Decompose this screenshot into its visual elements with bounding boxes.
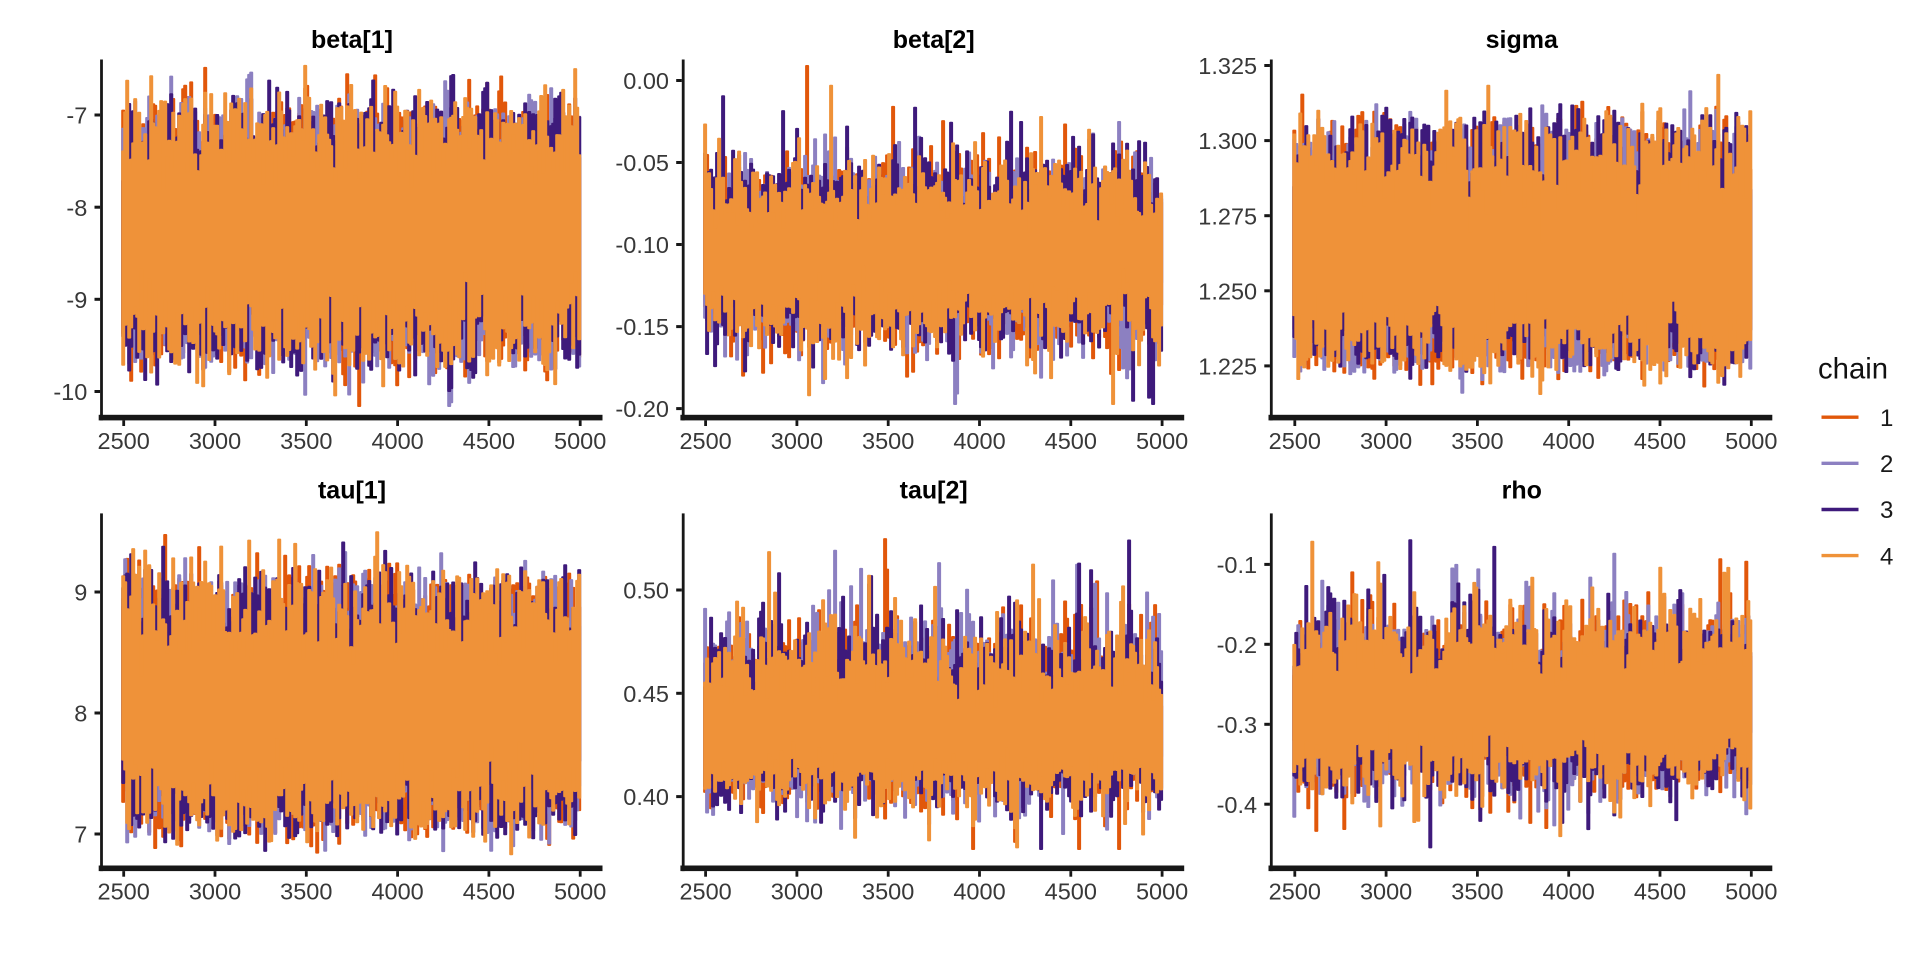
svg-text:-0.15: -0.15 [615, 314, 669, 340]
svg-text:0.45: 0.45 [623, 681, 669, 707]
svg-text:4000: 4000 [953, 428, 1005, 454]
svg-text:0.40: 0.40 [623, 784, 669, 810]
svg-text:2500: 2500 [679, 878, 731, 904]
svg-text:5000: 5000 [1136, 878, 1188, 904]
svg-text:4000: 4000 [1543, 428, 1595, 454]
svg-text:-7: -7 [66, 103, 87, 129]
svg-text:4000: 4000 [953, 878, 1005, 904]
svg-text:-0.10: -0.10 [615, 232, 669, 258]
svg-text:2500: 2500 [679, 428, 731, 454]
svg-text:4500: 4500 [463, 428, 515, 454]
svg-text:tau[1]: tau[1] [318, 476, 386, 504]
svg-text:-8: -8 [66, 195, 87, 221]
svg-text:-10: -10 [53, 379, 87, 405]
svg-text:4500: 4500 [1634, 878, 1686, 904]
svg-text:-0.20: -0.20 [615, 396, 669, 422]
svg-text:1.250: 1.250 [1198, 278, 1257, 304]
svg-text:4500: 4500 [1634, 428, 1686, 454]
svg-text:3500: 3500 [280, 878, 332, 904]
svg-text:3000: 3000 [771, 878, 823, 904]
svg-text:3000: 3000 [1360, 428, 1412, 454]
svg-text:4000: 4000 [371, 428, 423, 454]
svg-text:7: 7 [74, 822, 87, 848]
svg-text:-0.05: -0.05 [615, 150, 669, 176]
svg-text:1: 1 [1880, 405, 1893, 432]
svg-text:4500: 4500 [1045, 878, 1097, 904]
svg-text:5000: 5000 [554, 428, 606, 454]
svg-text:-9: -9 [66, 287, 87, 313]
svg-text:9: 9 [74, 580, 87, 606]
svg-text:-0.4: -0.4 [1217, 792, 1258, 818]
svg-text:3500: 3500 [1451, 878, 1503, 904]
svg-text:3000: 3000 [771, 428, 823, 454]
svg-text:2: 2 [1880, 451, 1893, 478]
svg-text:beta[2]: beta[2] [893, 26, 975, 54]
svg-text:2500: 2500 [1269, 878, 1321, 904]
svg-text:3500: 3500 [1451, 428, 1503, 454]
svg-text:3000: 3000 [189, 878, 241, 904]
svg-text:5000: 5000 [1136, 428, 1188, 454]
svg-text:4000: 4000 [1543, 878, 1595, 904]
svg-text:1.225: 1.225 [1198, 354, 1257, 380]
svg-text:-0.1: -0.1 [1217, 552, 1258, 578]
svg-text:3500: 3500 [862, 878, 914, 904]
svg-text:4500: 4500 [463, 878, 515, 904]
svg-text:5000: 5000 [1725, 428, 1777, 454]
svg-text:5000: 5000 [554, 878, 606, 904]
svg-text:8: 8 [74, 701, 87, 727]
svg-text:chain: chain [1818, 353, 1888, 386]
svg-text:5000: 5000 [1725, 878, 1777, 904]
svg-text:-0.3: -0.3 [1217, 712, 1258, 738]
svg-text:3500: 3500 [862, 428, 914, 454]
svg-text:0.00: 0.00 [623, 68, 669, 94]
svg-text:1.275: 1.275 [1198, 203, 1257, 229]
svg-text:-0.2: -0.2 [1217, 632, 1258, 658]
svg-text:3000: 3000 [1360, 878, 1412, 904]
svg-text:4000: 4000 [371, 878, 423, 904]
svg-text:0.50: 0.50 [623, 578, 669, 604]
svg-text:tau[2]: tau[2] [900, 476, 968, 504]
svg-text:sigma: sigma [1486, 26, 1559, 54]
svg-text:4500: 4500 [1045, 428, 1097, 454]
svg-text:1.300: 1.300 [1198, 128, 1257, 154]
svg-text:rho: rho [1502, 476, 1542, 504]
svg-text:4: 4 [1880, 543, 1893, 570]
svg-text:2500: 2500 [98, 428, 150, 454]
svg-text:2500: 2500 [1269, 428, 1321, 454]
svg-text:3500: 3500 [280, 428, 332, 454]
svg-text:beta[1]: beta[1] [311, 26, 393, 54]
svg-text:3: 3 [1880, 497, 1893, 524]
svg-text:3000: 3000 [189, 428, 241, 454]
svg-text:1.325: 1.325 [1198, 53, 1257, 79]
svg-text:2500: 2500 [98, 878, 150, 904]
